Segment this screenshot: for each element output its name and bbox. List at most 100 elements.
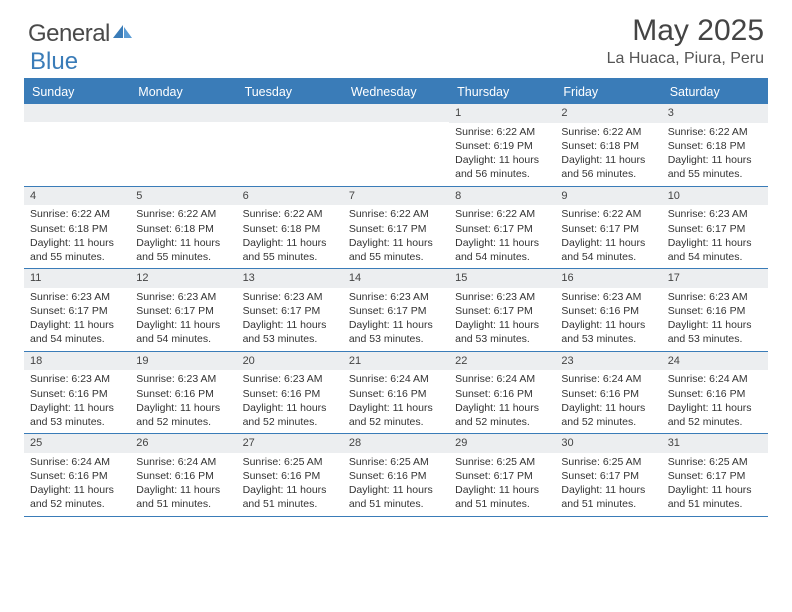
day-number: 17: [662, 269, 768, 288]
day-cell: 25Sunrise: 6:24 AMSunset: 6:16 PMDayligh…: [24, 434, 130, 516]
sunrise-text: Sunrise: 6:22 AM: [136, 207, 230, 221]
daylight-text: Daylight: 11 hours and 52 minutes.: [243, 401, 337, 429]
day-number: 26: [130, 434, 236, 453]
day-content: Sunrise: 6:22 AMSunset: 6:17 PMDaylight:…: [449, 205, 555, 268]
day-number: 21: [343, 352, 449, 371]
day-cell: 13Sunrise: 6:23 AMSunset: 6:17 PMDayligh…: [237, 269, 343, 351]
day-cell: 7Sunrise: 6:22 AMSunset: 6:17 PMDaylight…: [343, 187, 449, 269]
sunrise-text: Sunrise: 6:22 AM: [561, 207, 655, 221]
day-number: 10: [662, 187, 768, 206]
day-number: [237, 104, 343, 122]
sunset-text: Sunset: 6:18 PM: [561, 139, 655, 153]
daylight-text: Daylight: 11 hours and 53 minutes.: [30, 401, 124, 429]
day-header: Friday: [555, 80, 661, 104]
day-number: 25: [24, 434, 130, 453]
sunset-text: Sunset: 6:17 PM: [243, 304, 337, 318]
week-row: 4Sunrise: 6:22 AMSunset: 6:18 PMDaylight…: [24, 187, 768, 270]
sunrise-text: Sunrise: 6:24 AM: [136, 455, 230, 469]
day-content: Sunrise: 6:24 AMSunset: 6:16 PMDaylight:…: [662, 370, 768, 433]
sunrise-text: Sunrise: 6:22 AM: [668, 125, 762, 139]
sunrise-text: Sunrise: 6:22 AM: [243, 207, 337, 221]
sunset-text: Sunset: 6:17 PM: [455, 222, 549, 236]
sunset-text: Sunset: 6:18 PM: [136, 222, 230, 236]
daylight-text: Daylight: 11 hours and 54 minutes.: [561, 236, 655, 264]
week-row: 1Sunrise: 6:22 AMSunset: 6:19 PMDaylight…: [24, 104, 768, 187]
day-cell: 23Sunrise: 6:24 AMSunset: 6:16 PMDayligh…: [555, 352, 661, 434]
day-content: Sunrise: 6:23 AMSunset: 6:16 PMDaylight:…: [130, 370, 236, 433]
sunrise-text: Sunrise: 6:23 AM: [561, 290, 655, 304]
daylight-text: Daylight: 11 hours and 52 minutes.: [668, 401, 762, 429]
sunrise-text: Sunrise: 6:22 AM: [30, 207, 124, 221]
day-number: 31: [662, 434, 768, 453]
day-content: Sunrise: 6:24 AMSunset: 6:16 PMDaylight:…: [555, 370, 661, 433]
sunset-text: Sunset: 6:17 PM: [349, 304, 443, 318]
day-cell: 18Sunrise: 6:23 AMSunset: 6:16 PMDayligh…: [24, 352, 130, 434]
day-content: Sunrise: 6:23 AMSunset: 6:16 PMDaylight:…: [24, 370, 130, 433]
daylight-text: Daylight: 11 hours and 52 minutes.: [30, 483, 124, 511]
day-cell: 14Sunrise: 6:23 AMSunset: 6:17 PMDayligh…: [343, 269, 449, 351]
day-content: Sunrise: 6:24 AMSunset: 6:16 PMDaylight:…: [343, 370, 449, 433]
logo-text-general: General: [28, 20, 110, 48]
day-cell: 9Sunrise: 6:22 AMSunset: 6:17 PMDaylight…: [555, 187, 661, 269]
sunset-text: Sunset: 6:16 PM: [243, 387, 337, 401]
sunrise-text: Sunrise: 6:24 AM: [455, 372, 549, 386]
sunset-text: Sunset: 6:17 PM: [455, 469, 549, 483]
sunrise-text: Sunrise: 6:23 AM: [30, 290, 124, 304]
day-number: 6: [237, 187, 343, 206]
day-content: Sunrise: 6:23 AMSunset: 6:16 PMDaylight:…: [555, 288, 661, 351]
sunset-text: Sunset: 6:17 PM: [136, 304, 230, 318]
day-header: Sunday: [24, 80, 130, 104]
sunrise-text: Sunrise: 6:23 AM: [349, 290, 443, 304]
sunset-text: Sunset: 6:16 PM: [136, 387, 230, 401]
sunset-text: Sunset: 6:16 PM: [349, 469, 443, 483]
daylight-text: Daylight: 11 hours and 53 minutes.: [561, 318, 655, 346]
sunset-text: Sunset: 6:17 PM: [30, 304, 124, 318]
day-cell: 2Sunrise: 6:22 AMSunset: 6:18 PMDaylight…: [555, 104, 661, 186]
day-number: 30: [555, 434, 661, 453]
daylight-text: Daylight: 11 hours and 51 minutes.: [349, 483, 443, 511]
day-content: Sunrise: 6:25 AMSunset: 6:17 PMDaylight:…: [555, 453, 661, 516]
day-content: Sunrise: 6:23 AMSunset: 6:17 PMDaylight:…: [449, 288, 555, 351]
sunset-text: Sunset: 6:16 PM: [349, 387, 443, 401]
day-cell: 15Sunrise: 6:23 AMSunset: 6:17 PMDayligh…: [449, 269, 555, 351]
sunrise-text: Sunrise: 6:22 AM: [561, 125, 655, 139]
day-number: 4: [24, 187, 130, 206]
day-cell: 8Sunrise: 6:22 AMSunset: 6:17 PMDaylight…: [449, 187, 555, 269]
sunset-text: Sunset: 6:16 PM: [136, 469, 230, 483]
day-cell: 11Sunrise: 6:23 AMSunset: 6:17 PMDayligh…: [24, 269, 130, 351]
sunrise-text: Sunrise: 6:23 AM: [136, 290, 230, 304]
sunrise-text: Sunrise: 6:25 AM: [561, 455, 655, 469]
day-cell: 4Sunrise: 6:22 AMSunset: 6:18 PMDaylight…: [24, 187, 130, 269]
day-cell: 12Sunrise: 6:23 AMSunset: 6:17 PMDayligh…: [130, 269, 236, 351]
day-content: [343, 122, 449, 128]
day-content: [237, 122, 343, 128]
title-block: May 2025 La Huaca, Piura, Peru: [607, 14, 764, 68]
day-number: 14: [343, 269, 449, 288]
day-cell: 26Sunrise: 6:24 AMSunset: 6:16 PMDayligh…: [130, 434, 236, 516]
day-number: 16: [555, 269, 661, 288]
day-cell: 17Sunrise: 6:23 AMSunset: 6:16 PMDayligh…: [662, 269, 768, 351]
sunrise-text: Sunrise: 6:23 AM: [668, 207, 762, 221]
calendar: Sunday Monday Tuesday Wednesday Thursday…: [24, 78, 768, 517]
sunset-text: Sunset: 6:17 PM: [349, 222, 443, 236]
daylight-text: Daylight: 11 hours and 51 minutes.: [455, 483, 549, 511]
week-row: 18Sunrise: 6:23 AMSunset: 6:16 PMDayligh…: [24, 352, 768, 435]
day-cell: 1Sunrise: 6:22 AMSunset: 6:19 PMDaylight…: [449, 104, 555, 186]
day-content: Sunrise: 6:22 AMSunset: 6:18 PMDaylight:…: [555, 123, 661, 186]
day-cell: 3Sunrise: 6:22 AMSunset: 6:18 PMDaylight…: [662, 104, 768, 186]
day-cell: 30Sunrise: 6:25 AMSunset: 6:17 PMDayligh…: [555, 434, 661, 516]
day-content: Sunrise: 6:23 AMSunset: 6:16 PMDaylight:…: [237, 370, 343, 433]
sunrise-text: Sunrise: 6:25 AM: [455, 455, 549, 469]
daylight-text: Daylight: 11 hours and 51 minutes.: [561, 483, 655, 511]
sunset-text: Sunset: 6:18 PM: [243, 222, 337, 236]
day-number: 5: [130, 187, 236, 206]
day-content: Sunrise: 6:25 AMSunset: 6:17 PMDaylight:…: [662, 453, 768, 516]
day-number: 9: [555, 187, 661, 206]
day-header: Tuesday: [237, 80, 343, 104]
day-cell: [237, 104, 343, 186]
daylight-text: Daylight: 11 hours and 56 minutes.: [455, 153, 549, 181]
day-content: [24, 122, 130, 128]
sunrise-text: Sunrise: 6:23 AM: [30, 372, 124, 386]
daylight-text: Daylight: 11 hours and 51 minutes.: [243, 483, 337, 511]
day-header: Wednesday: [343, 80, 449, 104]
